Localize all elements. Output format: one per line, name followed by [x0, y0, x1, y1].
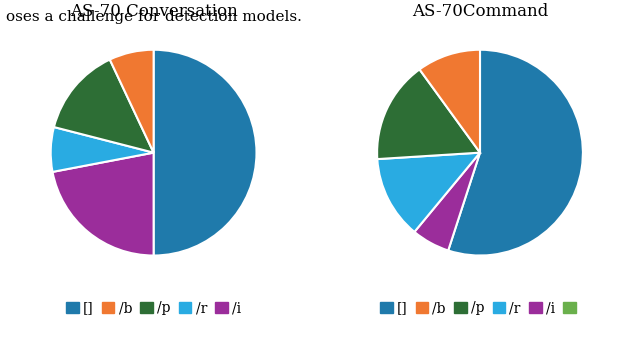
- Text: oses a challenge for detection models.: oses a challenge for detection models.: [6, 10, 302, 24]
- Wedge shape: [448, 50, 583, 256]
- Title: AS-70Command: AS-70Command: [412, 3, 548, 20]
- Wedge shape: [377, 69, 480, 159]
- Legend: [], /b, /p, /r, /i, : [], /b, /p, /r, /i,: [374, 296, 586, 321]
- Wedge shape: [154, 50, 257, 256]
- Legend: [], /b, /p, /r, /i: [], /b, /p, /r, /i: [61, 296, 246, 321]
- Wedge shape: [415, 153, 480, 250]
- Wedge shape: [51, 127, 154, 172]
- Wedge shape: [110, 50, 154, 153]
- Wedge shape: [52, 153, 154, 256]
- Wedge shape: [54, 60, 154, 153]
- Wedge shape: [378, 153, 480, 232]
- Title: AS-70 Conversation: AS-70 Conversation: [70, 3, 237, 20]
- Wedge shape: [419, 50, 480, 153]
